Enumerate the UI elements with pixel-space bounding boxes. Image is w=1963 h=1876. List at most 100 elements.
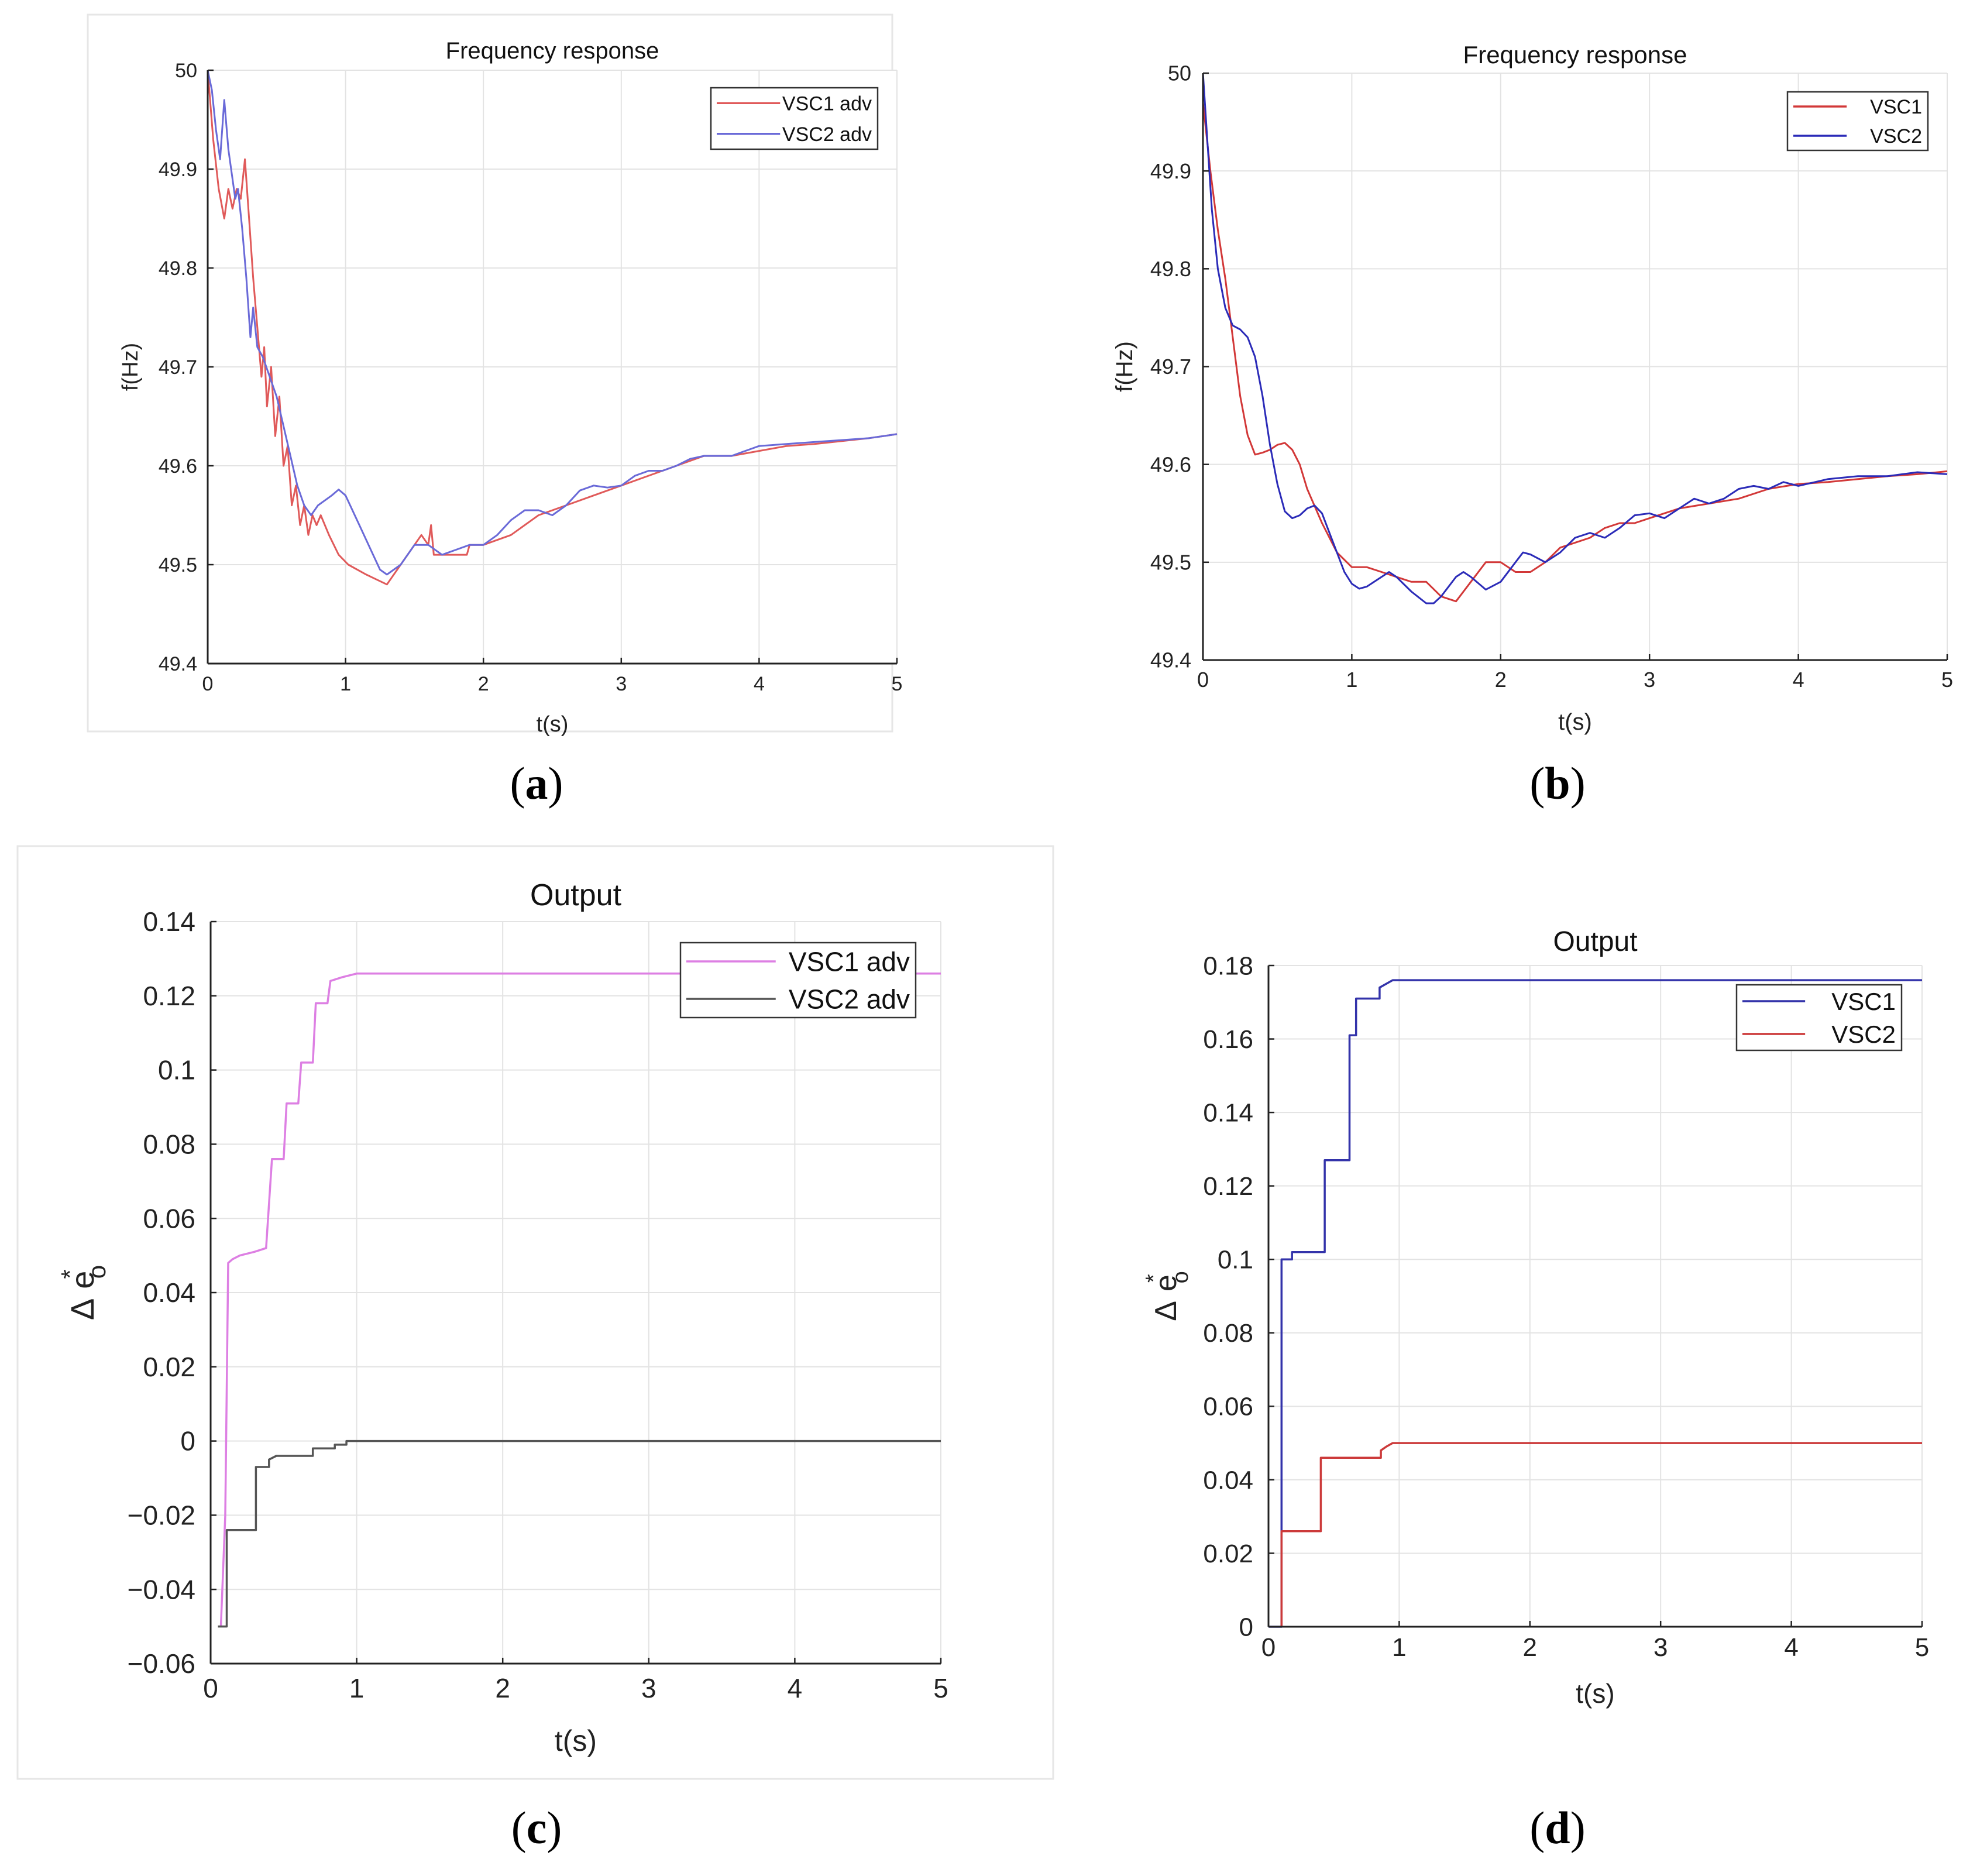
- x-tick-label: 3: [1644, 668, 1655, 692]
- panel-label-close: ): [546, 1802, 562, 1853]
- x-tick-label: 4: [1784, 1633, 1798, 1662]
- y-label-delta: Δ: [1149, 1301, 1183, 1321]
- y-tick-label: 0.06: [1203, 1393, 1253, 1421]
- y-tick-label: 0.12: [143, 981, 195, 1011]
- chart-a: 0 1 2 3 4 5 49.4 49.5 49.6 49.7 49.8 49.9 50 Frequenc…: [87, 13, 903, 809]
- y-tick-label: 49.5: [159, 554, 197, 576]
- x-tick-label: 4: [754, 673, 765, 695]
- y-tick-label: 0.02: [1203, 1540, 1253, 1568]
- x-axis-label: t(s): [537, 712, 569, 737]
- y-tick-label: 0.14: [143, 906, 195, 937]
- chart-title: Output: [1553, 926, 1637, 957]
- y-axis-label: f(Hz): [118, 343, 143, 391]
- panel-label-open: (: [511, 1802, 527, 1853]
- y-label-delta: Δ: [64, 1298, 101, 1320]
- legend: VSC1 VSC2: [1735, 984, 1903, 1052]
- chart-b: 0 1 2 3 4 5 49.4 49.5 49.6 49.7 49.8 49.9 50 Frequenc…: [1112, 41, 1953, 809]
- y-tick-label: −0.04: [128, 1574, 195, 1604]
- panel-label: (c): [511, 1802, 562, 1853]
- y-axis-label: Δe*o: [56, 1265, 111, 1320]
- panel-label-open: (: [510, 758, 525, 809]
- legend-label: VSC1: [1831, 988, 1896, 1015]
- series-line-vsc2: [1202, 73, 1948, 604]
- x-tick-label: 5: [1915, 1633, 1929, 1662]
- y-tick-label: 49.4: [1150, 648, 1191, 672]
- legend: VSC1 VSC2: [1786, 91, 1929, 152]
- y-tick-label: 49.9: [159, 159, 197, 181]
- legend-label: VSC2: [1870, 125, 1922, 147]
- y-tick-label: 0.08: [143, 1129, 195, 1160]
- y-tick-label: 49.6: [1150, 452, 1191, 476]
- y-tick-label: 49.8: [1150, 257, 1191, 281]
- legend-label: VSC1: [1870, 96, 1922, 118]
- legend: VSC1 adv VSC2 adv: [679, 942, 917, 1019]
- series-group: [207, 70, 898, 586]
- panel-label: (d): [1529, 1802, 1585, 1853]
- x-tick-label: 1: [1392, 1633, 1406, 1662]
- chart-title: Output: [530, 878, 622, 912]
- x-tick-label: 5: [892, 673, 903, 695]
- x-tick-label: 5: [1941, 668, 1953, 692]
- legend-label: VSC1 adv: [789, 947, 910, 977]
- chart-title: Frequency response: [1463, 41, 1687, 68]
- y-tick-label: 0: [1239, 1613, 1253, 1641]
- y-tick-label: 49.7: [159, 356, 197, 379]
- y-axis-label: f(Hz): [1112, 341, 1137, 392]
- x-tick-label: 0: [1197, 668, 1209, 692]
- panel-label-letter: b: [1545, 758, 1570, 809]
- y-tick-label: 49.6: [159, 455, 197, 477]
- panel-label-open: (: [1529, 1802, 1545, 1853]
- legend: VSC1 adv VSC2 adv: [710, 87, 879, 150]
- grid: [210, 921, 941, 1664]
- y-tick-label: 49.7: [1150, 355, 1191, 379]
- legend-box: [710, 87, 879, 150]
- series-group: [1268, 979, 1922, 1628]
- y-tick-label: 49.5: [1150, 550, 1191, 574]
- y-axis-label: Δe*o: [1142, 1271, 1193, 1321]
- panel-label-close: ): [1570, 1802, 1586, 1853]
- y-tick-label: 0.1: [1218, 1246, 1253, 1274]
- x-tick-label: 1: [340, 673, 351, 695]
- y-tick-label: 49.8: [159, 257, 197, 280]
- x-tick-label: 2: [478, 673, 489, 695]
- x-axis-label: t(s): [1576, 1678, 1614, 1709]
- y-tick-label: 0.08: [1203, 1319, 1253, 1348]
- y-label-sub: o: [83, 1265, 111, 1279]
- x-tick-label: 3: [616, 673, 627, 695]
- y-label-base: e: [64, 1271, 101, 1289]
- panel-label-close: ): [1570, 758, 1586, 809]
- x-tick-label: 1: [349, 1673, 365, 1703]
- panel-label: (b): [1529, 758, 1585, 809]
- panel-label: (a): [510, 758, 563, 809]
- y-label-base: e: [1149, 1274, 1183, 1291]
- series-line-vsc2-adv: [218, 1439, 941, 1628]
- y-tick-label: 0.14: [1203, 1099, 1253, 1128]
- legend-label: VSC2 adv: [782, 123, 872, 146]
- legend-box: [1786, 91, 1929, 152]
- series-group: [1202, 73, 1948, 604]
- x-tick-label: 2: [1495, 668, 1507, 692]
- y-tick-label: 0.18: [1203, 951, 1253, 980]
- plot-area: [1268, 966, 1922, 1627]
- y-tick-label: 50: [1168, 61, 1191, 85]
- x-tick-label: 4: [788, 1673, 803, 1703]
- chart-title: Frequency response: [446, 38, 659, 64]
- y-tick-label: 49.4: [159, 653, 197, 675]
- x-tick-label: 0: [202, 673, 214, 695]
- x-axis-label: t(s): [1558, 709, 1592, 735]
- y-tick-label: 0.06: [143, 1203, 195, 1234]
- y-label-sub: o: [1168, 1271, 1193, 1283]
- legend-label: VSC2 adv: [789, 984, 910, 1015]
- x-tick-label: 1: [1346, 668, 1357, 692]
- x-tick-label: 2: [1523, 1633, 1537, 1662]
- chart-d: 0 1 2 3 4 5 0 0.02 0.04 0.06 0.08 0.1 0.12 0.14 0.16 0.…: [1142, 926, 1929, 1853]
- x-tick-label: 2: [495, 1673, 510, 1703]
- y-tick-label: 0.04: [143, 1277, 195, 1308]
- series-group: [218, 973, 941, 1628]
- legend-label: VSC1 adv: [782, 92, 872, 115]
- x-tick-label: 3: [641, 1673, 656, 1703]
- y-label-sup: *: [56, 1269, 84, 1279]
- y-tick-label: 0.16: [1203, 1025, 1253, 1054]
- y-tick-label: 0.12: [1203, 1172, 1253, 1201]
